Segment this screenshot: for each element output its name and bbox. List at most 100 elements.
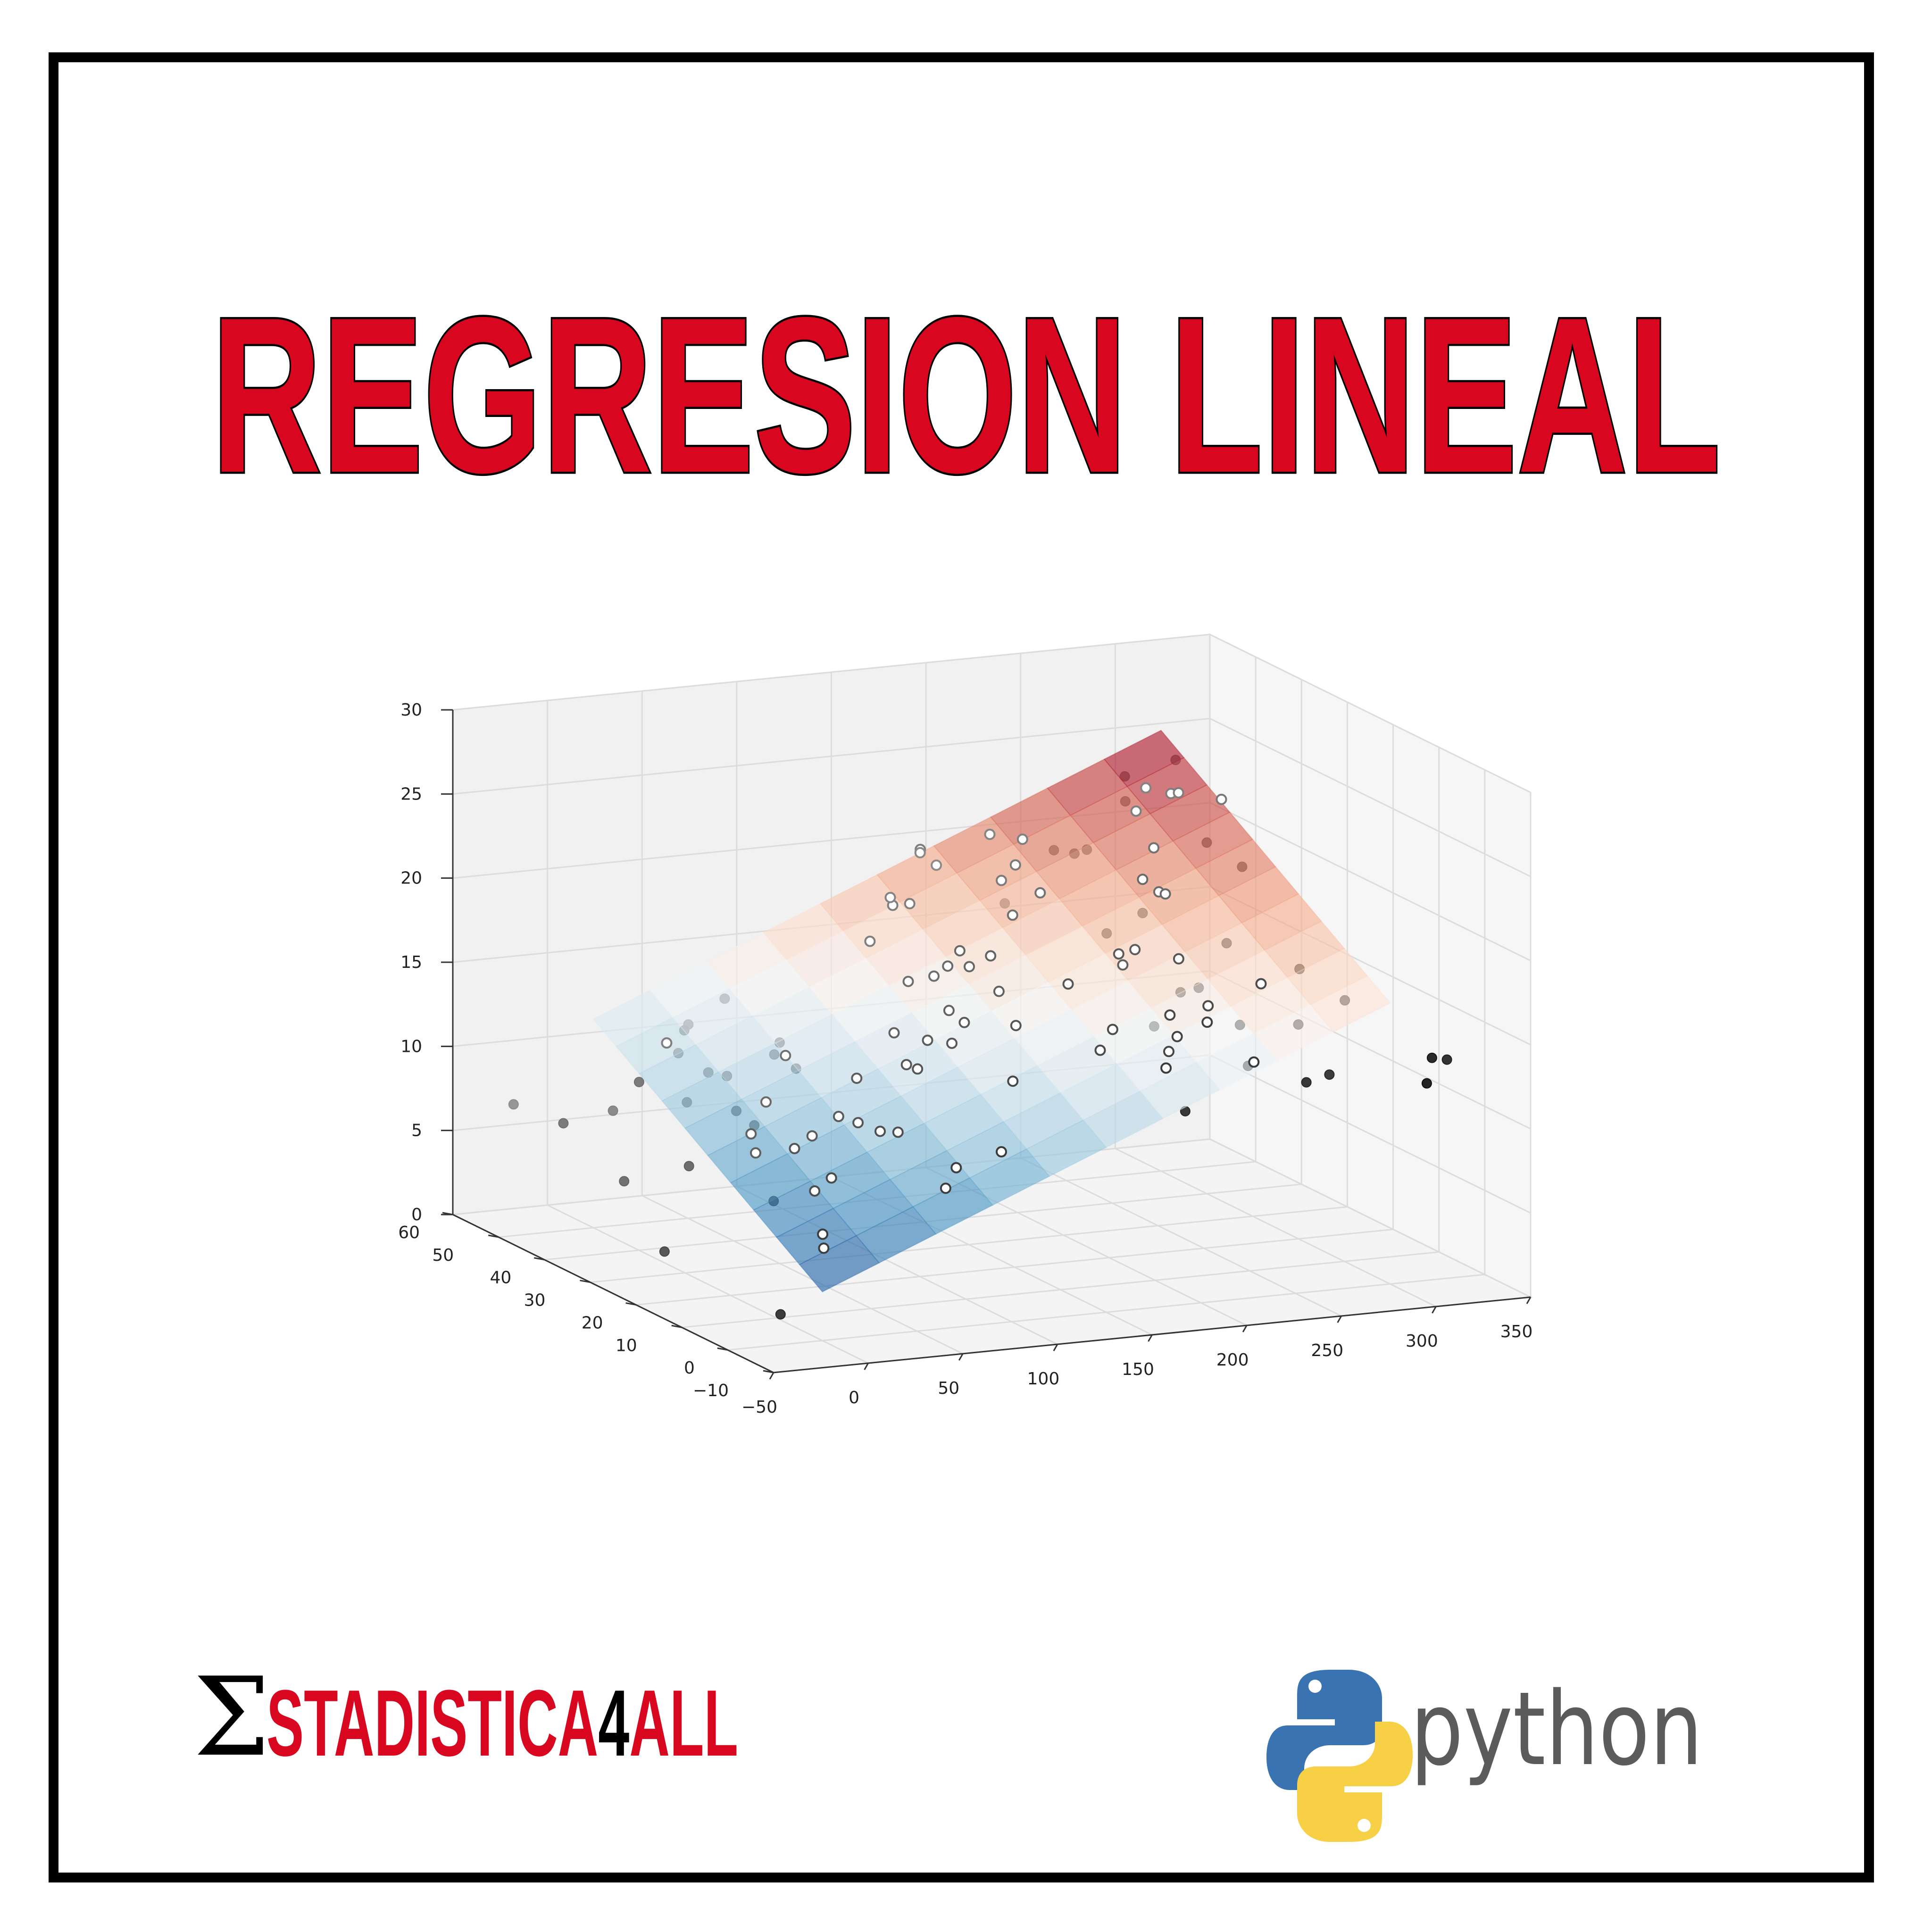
y-tick-label: 40 xyxy=(490,1268,511,1288)
data-point xyxy=(817,1228,829,1240)
data-point xyxy=(912,1063,924,1075)
x-tick-mark xyxy=(1526,1297,1532,1304)
data-point xyxy=(760,1096,772,1108)
data-point xyxy=(888,1027,900,1039)
data-point xyxy=(1201,1016,1213,1028)
data-point xyxy=(818,1242,830,1254)
data-point xyxy=(1129,944,1141,956)
data-point xyxy=(750,1147,761,1159)
data-point xyxy=(661,1037,673,1049)
data-point xyxy=(950,1162,962,1174)
y-tick-label: 0 xyxy=(684,1358,695,1378)
data-point xyxy=(943,1005,955,1016)
sigma-icon: Σ xyxy=(193,1655,270,1781)
data-point xyxy=(1248,1056,1260,1068)
data-point xyxy=(619,1176,630,1187)
y-tick-mark xyxy=(625,1302,636,1306)
x-tick-mark xyxy=(1337,1316,1342,1323)
x-tick-label: 0 xyxy=(849,1388,859,1407)
y-tick-mark xyxy=(488,1234,499,1238)
x-tick-mark xyxy=(1242,1325,1248,1332)
z-tick-label: 5 xyxy=(411,1121,422,1141)
x-tick-label: 50 xyxy=(938,1379,959,1398)
data-point xyxy=(1202,1000,1214,1012)
y-tick-label: 30 xyxy=(524,1291,546,1310)
data-point xyxy=(852,1117,864,1129)
data-point xyxy=(633,1077,644,1087)
data-point xyxy=(942,960,954,972)
z-tick-label: 10 xyxy=(400,1037,422,1056)
x-tick-mark xyxy=(769,1372,774,1380)
data-point xyxy=(1160,1062,1172,1074)
data-point xyxy=(825,1172,837,1184)
data-point xyxy=(884,891,896,903)
data-point xyxy=(1062,978,1074,990)
data-point xyxy=(1007,1075,1019,1087)
tick-labels: −50 0 50 100 150 200 250 300 350−100102030405060… xyxy=(398,700,1532,1417)
data-point xyxy=(1148,842,1160,854)
x-tick-mark xyxy=(1432,1306,1437,1314)
data-point xyxy=(789,1143,800,1154)
points-above-surface xyxy=(661,782,1267,1254)
data-point xyxy=(780,1049,791,1061)
data-point xyxy=(985,950,997,962)
data-point xyxy=(833,1111,844,1122)
y-tick-mark xyxy=(671,1324,682,1328)
data-point xyxy=(996,1146,1007,1158)
data-point xyxy=(1016,833,1028,845)
data-point xyxy=(1130,805,1142,817)
grid-line-z xyxy=(452,1138,1531,1298)
x-tick-mark xyxy=(958,1353,964,1361)
z-tick-label: 30 xyxy=(400,700,422,720)
z-tick-label: 15 xyxy=(400,953,422,972)
poster-title-text: REGRESION LINEAL xyxy=(211,271,1721,519)
y-tick-label: 50 xyxy=(432,1246,454,1265)
data-point xyxy=(1007,909,1018,921)
data-point xyxy=(996,874,1007,886)
python-word: python xyxy=(1410,1670,1703,1788)
data-point xyxy=(659,1246,670,1257)
x-tick-mark xyxy=(1053,1344,1058,1351)
data-point xyxy=(1113,948,1124,960)
data-point xyxy=(1094,1044,1106,1056)
python-eye-yellow xyxy=(1357,1819,1371,1832)
python-snake-yellow xyxy=(1297,1722,1413,1842)
data-point xyxy=(946,1037,958,1049)
data-point xyxy=(1163,1046,1174,1058)
data-point xyxy=(1140,782,1152,794)
data-point xyxy=(900,1059,912,1071)
data-point xyxy=(914,847,926,858)
data-point xyxy=(1173,787,1184,799)
data-point xyxy=(558,1118,569,1129)
x-tick-label: 200 xyxy=(1216,1350,1249,1370)
data-point xyxy=(958,1016,970,1028)
x-tick-label: 100 xyxy=(1027,1369,1060,1389)
z-tick-label: 25 xyxy=(400,784,422,804)
data-point xyxy=(931,859,942,871)
brand-name-part2: ALL xyxy=(629,1671,738,1776)
data-point xyxy=(1117,959,1129,971)
brand-name-four: 4 xyxy=(598,1671,629,1776)
surface-cell xyxy=(1287,948,1368,1006)
z-tick-label: 0 xyxy=(411,1205,422,1224)
y-tick-mark xyxy=(534,1257,545,1261)
data-point xyxy=(1137,874,1149,885)
data-point xyxy=(1441,1054,1452,1065)
data-point xyxy=(1171,1031,1183,1042)
data-point xyxy=(964,961,975,973)
y-tick-label: −10 xyxy=(693,1381,729,1400)
python-snake-icon xyxy=(1266,1670,1413,1842)
data-point xyxy=(993,985,1005,997)
data-point xyxy=(1173,953,1184,965)
axis-lines xyxy=(441,709,1532,1380)
data-point xyxy=(902,975,914,987)
x-tick-label: −50 xyxy=(741,1398,777,1417)
data-point xyxy=(683,1161,694,1172)
x-tick-mark xyxy=(864,1363,869,1370)
data-point xyxy=(954,945,966,957)
data-point xyxy=(851,1073,863,1084)
x-tick-label: 250 xyxy=(1311,1341,1343,1360)
